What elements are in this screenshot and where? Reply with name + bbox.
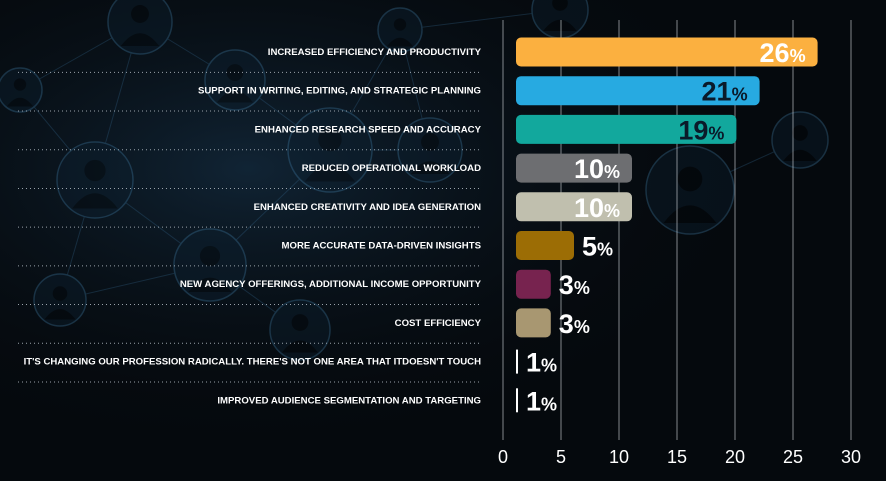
bar <box>516 114 737 144</box>
network-link <box>209 149 331 266</box>
bar <box>516 231 574 260</box>
category-label: ENHANCED RESEARCH SPEED AND ACCURACY <box>255 124 482 135</box>
network-link <box>59 264 211 301</box>
tick-label: 25 <box>783 447 803 467</box>
value-label: 26% <box>760 38 806 68</box>
bar <box>516 308 551 338</box>
person-icon <box>33 273 87 327</box>
bar <box>516 192 632 222</box>
person-icon <box>173 228 247 302</box>
value-labels: 26%21%19%10%10%5%3%3%1%1% <box>526 38 806 416</box>
category-label: COST EFFICIENCY <box>395 318 482 329</box>
person-icon <box>56 141 134 219</box>
person-icon <box>107 0 173 55</box>
network-link <box>59 179 96 301</box>
network-link <box>94 21 141 181</box>
bar <box>516 388 518 413</box>
tick-label: 15 <box>667 447 687 467</box>
x-axis-ticks: 0 5 10 15 20 25 30 <box>498 447 861 467</box>
tick-label: 0 <box>498 447 508 467</box>
category-label: IMPROVED AUDIENCE SEGMENTATION AND TARGE… <box>217 395 481 406</box>
value-label: 1% <box>526 348 557 378</box>
network-people-decoration <box>0 0 829 361</box>
value-label: 1% <box>526 386 557 416</box>
tick-label: 5 <box>556 447 566 467</box>
category-label: NEW AGENCY OFFERINGS, ADDITIONAL INCOME … <box>180 279 482 290</box>
person-icon <box>0 67 43 113</box>
category-label: ENHANCED CREATIVITY AND IDEA GENERATION <box>254 202 481 213</box>
network-link <box>399 29 431 151</box>
category-label: REDUCED OPERATIONAL WORKLOAD <box>302 163 481 174</box>
value-label: 21% <box>702 77 748 107</box>
bar <box>516 269 551 299</box>
network-link <box>19 21 141 91</box>
person-icon <box>531 0 589 39</box>
person-icon <box>377 7 423 53</box>
category-labels: INCREASED EFFICIENCY AND PRODUCTIVITY SUP… <box>24 47 482 406</box>
network-link <box>94 179 211 266</box>
person-icon <box>645 145 735 235</box>
network-link <box>19 89 96 181</box>
category-label: IT'S CHANGING OUR PROFESSION RADICALLY. … <box>24 357 481 368</box>
category-label: SUPPORT IN WRITING, EDITING, AND STRATEG… <box>198 86 481 97</box>
value-label: 5% <box>582 232 613 262</box>
network-link <box>139 21 236 81</box>
bar <box>516 349 518 374</box>
tick-label: 20 <box>725 447 745 467</box>
network-link <box>209 264 301 331</box>
value-label: 3% <box>559 270 590 300</box>
person-icon <box>269 299 331 361</box>
value-label: 10% <box>574 154 620 184</box>
network-link <box>234 79 331 151</box>
person-icon <box>771 111 829 169</box>
bar <box>516 37 818 67</box>
bars <box>516 37 818 413</box>
tick-label: 10 <box>609 447 629 467</box>
bar <box>516 153 632 183</box>
tick-label: 30 <box>841 447 861 467</box>
value-label: 19% <box>678 115 724 145</box>
network-link <box>689 139 801 191</box>
network-link <box>399 9 561 31</box>
network-link <box>329 29 401 151</box>
category-label: MORE ACCURATE DATA-DRIVEN INSIGHTS <box>281 241 481 252</box>
person-icon <box>204 49 266 111</box>
category-label: INCREASED EFFICIENCY AND PRODUCTIVITY <box>268 47 482 58</box>
value-label: 3% <box>559 309 590 339</box>
bar <box>516 76 760 106</box>
value-label: 10% <box>574 193 620 223</box>
